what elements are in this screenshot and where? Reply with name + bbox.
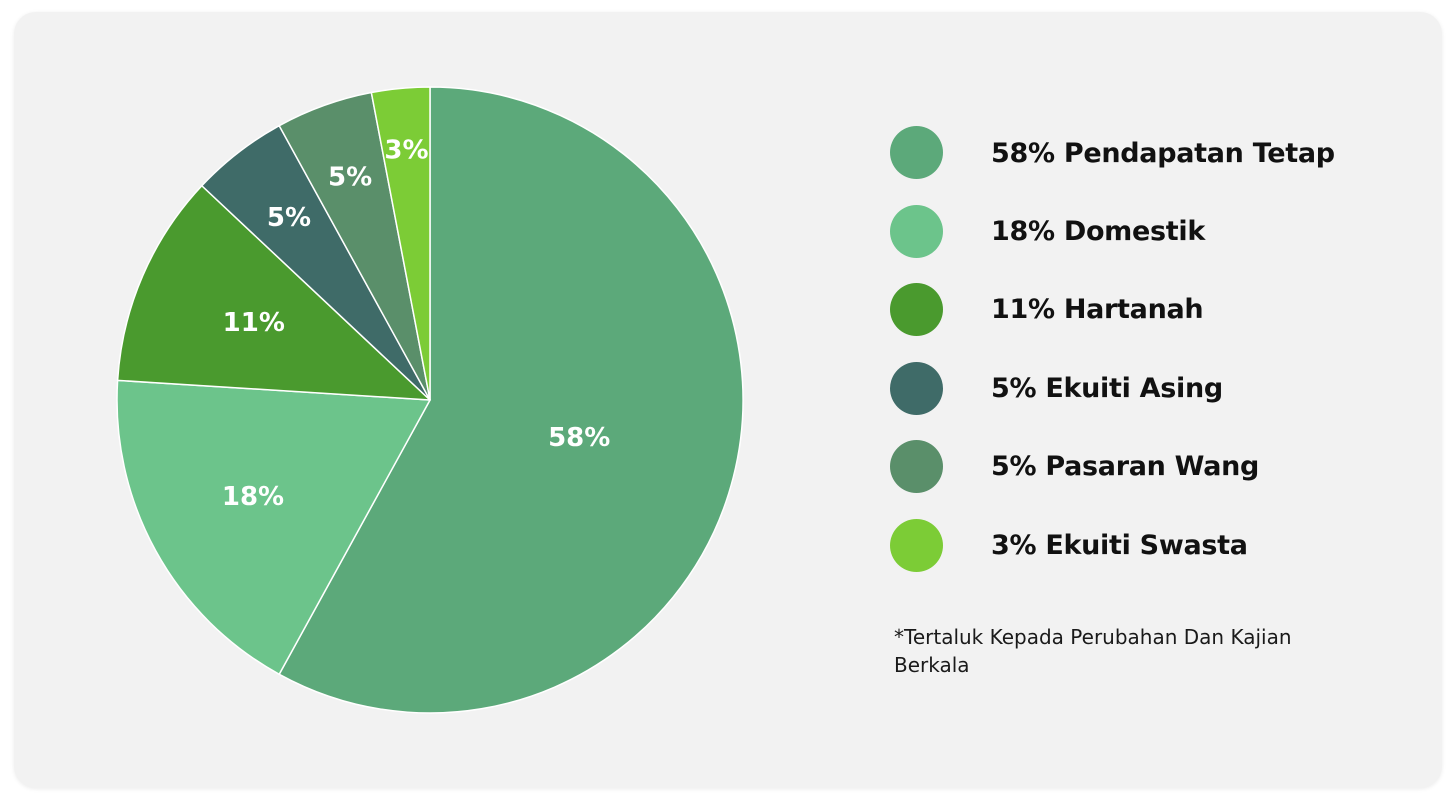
legend-item-6: 3% Ekuiti Swasta <box>890 506 1335 584</box>
legend-swatch <box>890 361 943 415</box>
legend-label: 11% Hartanah <box>991 294 1204 326</box>
pie-slice-6 <box>370 86 431 401</box>
slice-value-label-5: 5% <box>328 163 372 193</box>
legend-swatch <box>890 440 943 494</box>
slice-value-label-3: 11% <box>223 308 285 338</box>
slice-value-label-4: 5% <box>267 203 311 233</box>
legend-label: 3% Ekuiti Swasta <box>991 529 1248 561</box>
legend-item-1: 58% Pendapatan Tetap <box>890 114 1335 192</box>
legend-item-4: 5% Ekuiti Asing <box>890 349 1335 427</box>
legend-label: 5% Ekuiti Asing <box>991 372 1223 404</box>
legend-label: 58% Pendapatan Tetap <box>991 137 1335 169</box>
pie-slice-2 <box>116 379 431 676</box>
legend-item-5: 5% Pasaran Wang <box>890 428 1335 506</box>
slice-value-label-1: 58% <box>548 423 610 453</box>
legend-label: 5% Pasaran Wang <box>991 451 1260 483</box>
legend-swatch <box>890 125 943 179</box>
legend-item-3: 11% Hartanah <box>890 271 1335 349</box>
legend: 58% Pendapatan Tetap 18% Domestik 11% Hart… <box>890 114 1335 584</box>
footnote: *Tertaluk Kepada Perubahan Dan Kajian Be… <box>894 625 1292 677</box>
slice-value-label-2: 18% <box>222 482 284 512</box>
slice-value-label-6: 3% <box>384 136 428 166</box>
legend-item-2: 18% Domestik <box>890 192 1335 270</box>
legend-swatch <box>890 518 943 572</box>
legend-swatch <box>890 283 943 337</box>
legend-swatch <box>890 205 943 259</box>
pie-slice-1 <box>278 86 744 714</box>
legend-label: 18% Domestik <box>991 216 1206 248</box>
pie-slice-3 <box>116 184 431 401</box>
